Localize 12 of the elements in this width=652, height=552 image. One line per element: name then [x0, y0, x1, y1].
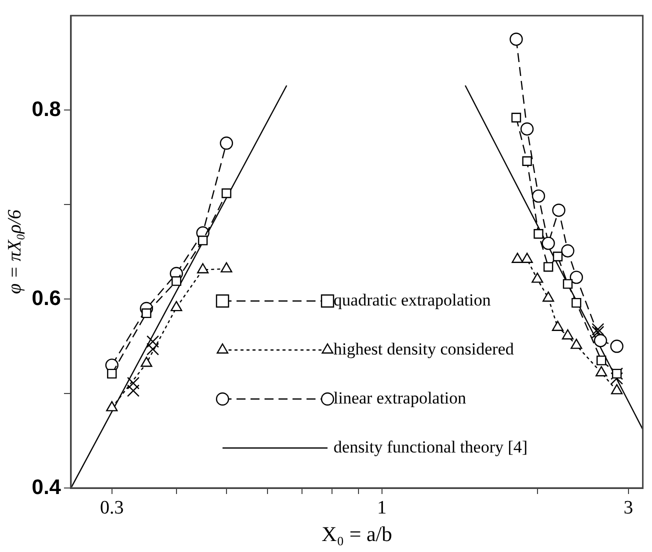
legend-label: linear extrapolation [334, 388, 467, 408]
y-tick-label: 0.4 [32, 476, 62, 499]
y-tick-label: 0.8 [32, 98, 62, 121]
y-axis-title: φ = πX₀ρ/6 [4, 209, 26, 294]
x-axis-title: X₀ = a/b [322, 522, 392, 546]
x-tick-label: 0.3 [100, 497, 124, 518]
x-tick-label: 1 [377, 497, 387, 518]
text: density functional theory [4] [334, 437, 528, 456]
legend-label: highest density considered [334, 339, 514, 358]
y-tick-label: 0.6 [32, 286, 61, 310]
legend-label: quadratic extrapolation [334, 290, 492, 310]
x-tick-label: 3 [624, 497, 634, 518]
